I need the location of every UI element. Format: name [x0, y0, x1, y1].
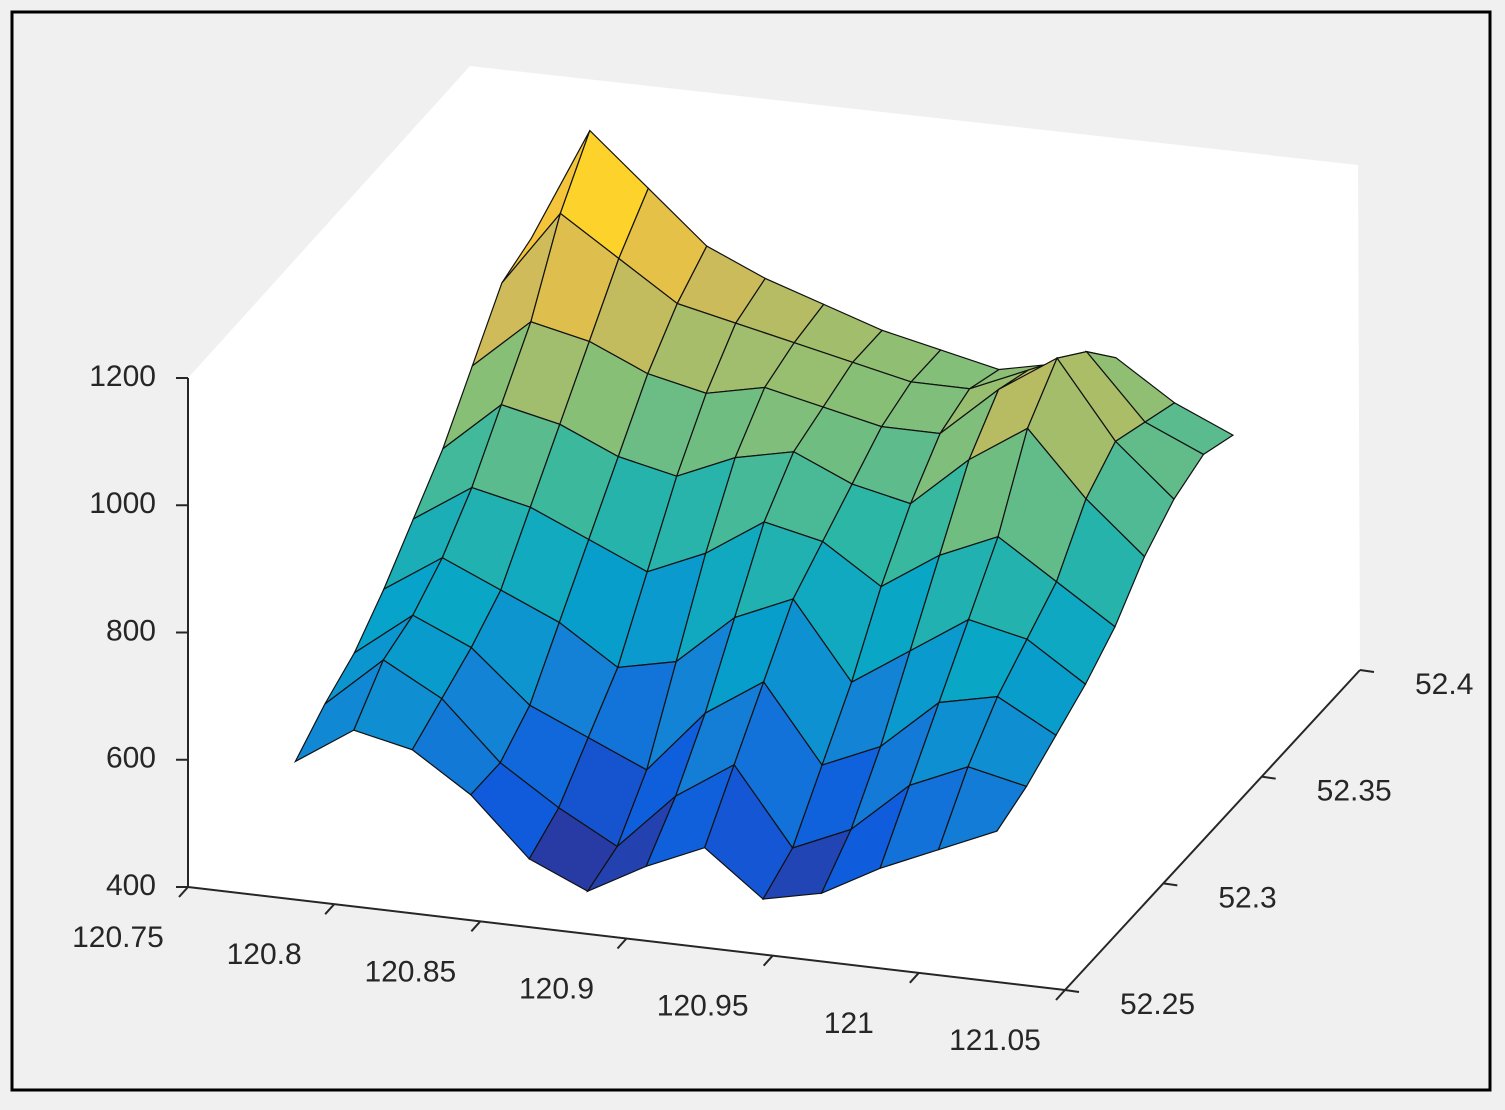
x-tick-label: 120.8	[227, 938, 302, 971]
x-tick	[1055, 989, 1066, 1001]
y-tick	[1064, 989, 1080, 993]
y-tick	[1163, 882, 1178, 887]
x-tick	[470, 920, 482, 933]
surface-cell	[937, 766, 1028, 851]
y-tick	[1359, 669, 1375, 673]
z-tick-label: 400	[106, 869, 156, 902]
surface	[293, 129, 1235, 901]
x-tick-label: 121.05	[949, 1024, 1041, 1057]
y-axis-line	[1064, 669, 1361, 991]
z-tick-label: 1200	[89, 360, 156, 393]
y-tick-label: 52.4	[1415, 668, 1473, 701]
x-tick	[909, 972, 920, 984]
x-tick	[762, 954, 774, 967]
z-tick-label: 1000	[89, 487, 156, 520]
x-tick-label: 120.85	[364, 955, 456, 988]
x-tick	[616, 937, 628, 950]
x-tick-label: 121	[824, 1007, 874, 1040]
y-tick-label: 52.35	[1317, 775, 1392, 808]
y-tick-label: 52.3	[1218, 881, 1276, 914]
z-tick-label: 800	[106, 614, 156, 647]
z-tick-label: 600	[106, 742, 156, 775]
x-tick-label: 120.9	[519, 972, 594, 1005]
x-tick	[324, 903, 335, 915]
y-tick	[1261, 775, 1276, 780]
x-tick-label: 120.95	[657, 990, 749, 1023]
x-tick	[178, 886, 189, 898]
x-tick-label: 120.75	[72, 921, 164, 954]
y-tick-label: 52.25	[1120, 988, 1195, 1021]
